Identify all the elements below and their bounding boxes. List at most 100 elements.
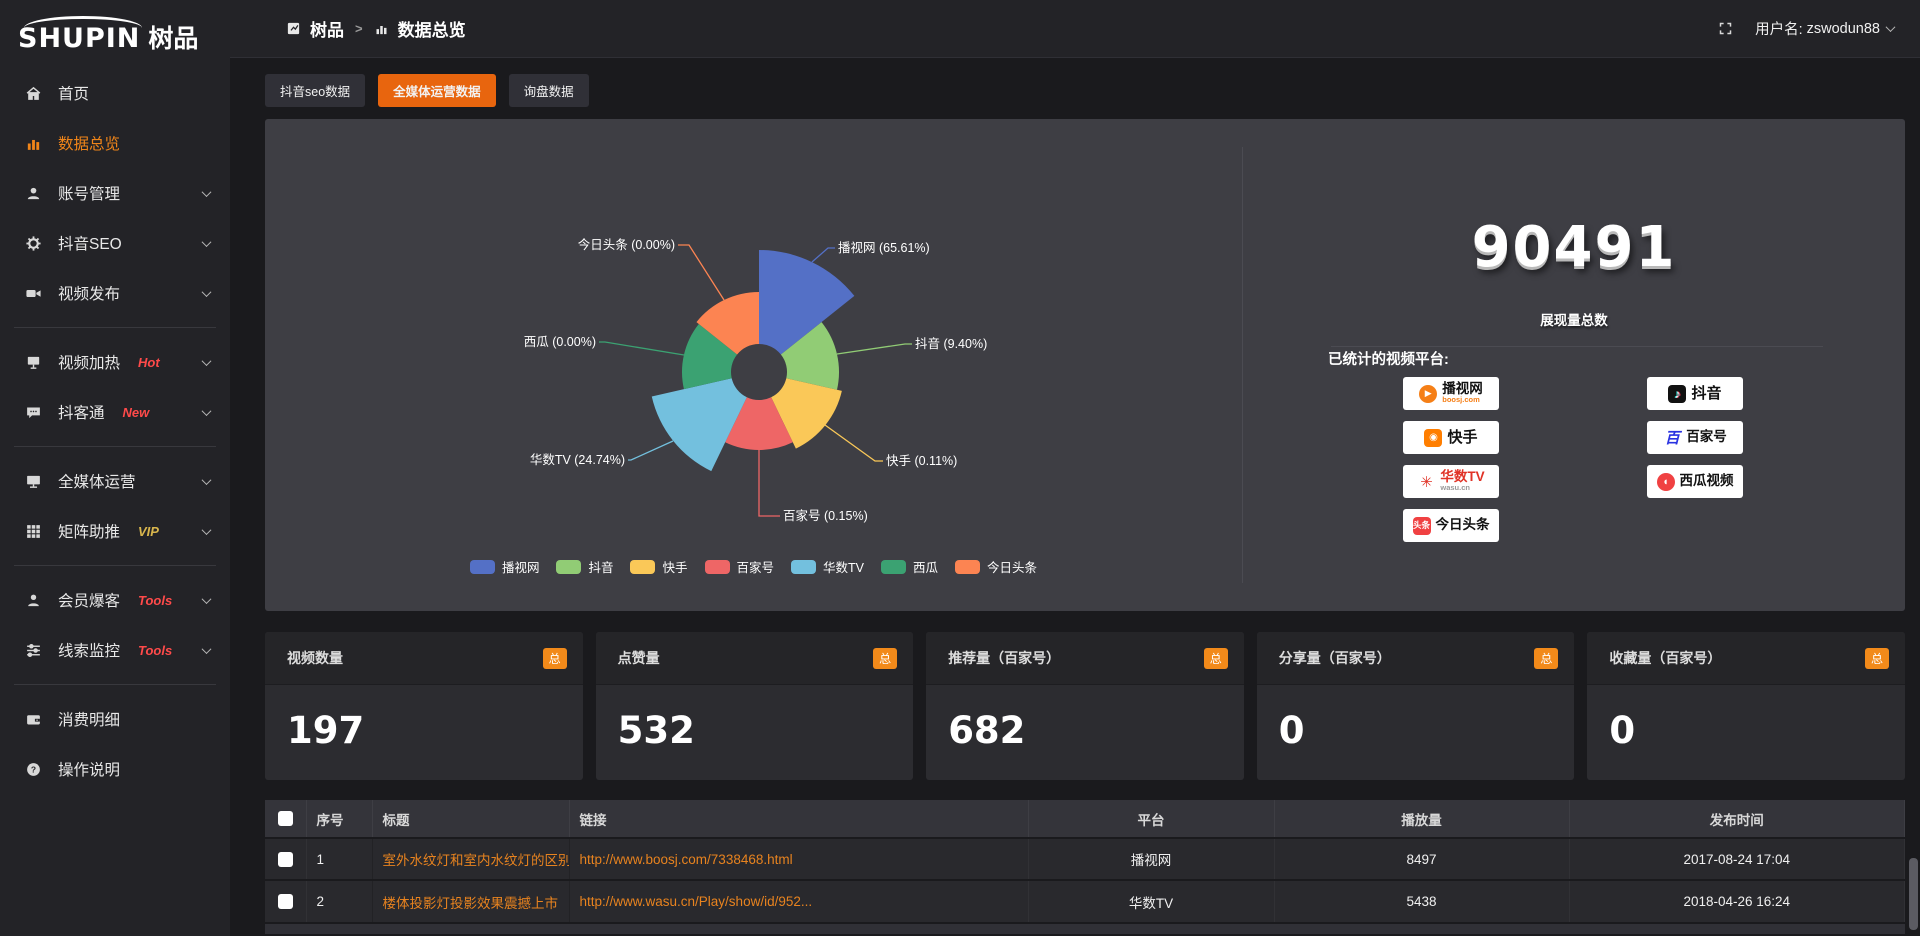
tab-inquiry-data[interactable]: 询盘数据 xyxy=(508,74,589,107)
sidebar-item-label: 视频发布 xyxy=(58,286,121,303)
sidebar-divider xyxy=(14,446,216,447)
platform-badge-boosj: ▶ 播视网 boosj.com xyxy=(1403,377,1499,410)
sidebar-item-lead-monitor[interactable]: 线索监控 Tools xyxy=(0,625,230,675)
pie-sector-4[interactable] xyxy=(725,397,793,451)
sidebar-item-video-heating[interactable]: 视频加热 Hot xyxy=(0,337,230,387)
chat-bubble-icon xyxy=(24,403,42,421)
xigua-logo-icon: ◖ xyxy=(1656,472,1675,491)
card-title: 收藏量（百家号） xyxy=(1609,650,1722,666)
sidebar-item-help[interactable]: ? 操作说明 xyxy=(0,744,230,794)
stat-card-likes: 点赞量 总 532 xyxy=(595,632,914,780)
total-badge[interactable]: 总 xyxy=(873,647,898,669)
legend-label: 华数TV xyxy=(823,561,864,575)
platform-badge-xigua: ◖ 西瓜视频 xyxy=(1647,465,1743,498)
boosj-logo-icon: ▶ xyxy=(1419,384,1438,403)
legend-swatch xyxy=(469,559,495,574)
platform-badge-douyin: ♪ 抖音 xyxy=(1647,377,1743,410)
sidebar-item-label: 抖音SEO xyxy=(58,236,122,253)
sidebar-item-label: 视频加热 xyxy=(58,355,121,372)
legend-item[interactable]: 抖音 xyxy=(556,557,613,576)
page-scrollbar[interactable] xyxy=(1909,58,1918,936)
pie-label: 快手 (0.11%) xyxy=(886,454,957,468)
sidebar-item-video-publish[interactable]: 视频发布 xyxy=(0,268,230,318)
legend-item[interactable]: 百家号 xyxy=(704,557,774,576)
username: zswodun88 xyxy=(1806,20,1880,37)
vip-tag: VIP xyxy=(138,523,159,539)
sidebar-item-omnimedia[interactable]: 全媒体运营 xyxy=(0,456,230,506)
total-badge[interactable]: 总 xyxy=(1534,647,1559,669)
platform-badge-baijiahao: 百 百家号 xyxy=(1647,421,1743,454)
legend-item[interactable]: 华数TV xyxy=(791,557,864,576)
sidebar-item-doketong[interactable]: 抖客通 New xyxy=(0,387,230,437)
cell-url-link[interactable]: http://www.boosj.com/7338468.html xyxy=(569,837,1029,880)
cell-title-link[interactable]: 室外水纹灯和室内水纹灯的区别和简介 xyxy=(372,837,570,880)
cell-platform: 播视网 xyxy=(1028,837,1275,880)
cell-title-link[interactable]: 楼体投影灯投影效果震撼上市 xyxy=(372,879,570,922)
legend-item[interactable]: 今日头条 xyxy=(955,557,1037,576)
person-icon xyxy=(24,591,42,609)
legend-label: 今日头条 xyxy=(987,561,1038,575)
legend-swatch xyxy=(630,559,656,574)
sidebar-item-home[interactable]: 首页 xyxy=(0,68,230,118)
sidebar-item-matrix-boost[interactable]: 矩阵助推 VIP xyxy=(0,506,230,556)
legend-item[interactable]: 西瓜 xyxy=(881,557,938,576)
tab-douyin-seo-data[interactable]: 抖音seo数据 xyxy=(265,74,366,107)
chevron-down-icon xyxy=(201,643,212,654)
col-plays: 播放量 xyxy=(1274,800,1570,838)
stat-card-shares: 分享量（百家号） 总 0 xyxy=(1256,632,1575,780)
sidebar-item-data-overview[interactable]: 数据总览 xyxy=(0,118,230,168)
sidebar-item-douyin-seo[interactable]: 抖音SEO xyxy=(0,218,230,268)
sidebar-item-account[interactable]: 账号管理 xyxy=(0,168,230,218)
logo-text-en: SHUPIN xyxy=(18,16,142,52)
stat-cards: 视频数量 总 197 点赞量 总 532 推荐量（百家号） 总 682 分享量（百家号… xyxy=(265,632,1905,780)
col-platform: 平台 xyxy=(1028,800,1275,838)
cell-platform: 华数TV xyxy=(1028,879,1275,922)
select-all-checkbox[interactable] xyxy=(277,811,293,827)
platform-share-pie-chart[interactable]: 播视网 (65.61%) 抖音 (9.40%) 快手 (0.11%) 百家号 (0.1… xyxy=(265,119,1242,611)
card-value: 197 xyxy=(287,709,365,752)
legend-label: 快手 xyxy=(662,561,688,575)
username-prefix: 用户名: xyxy=(1755,22,1803,38)
chart-legend: 播视网 抖音 快手 百家号 华数TV 西瓜 今日头条 xyxy=(265,557,1242,576)
legend-label: 抖音 xyxy=(588,561,614,575)
pie-label: 华数TV (24.74%) xyxy=(530,452,625,467)
pie-sector-3[interactable] xyxy=(771,378,842,449)
sidebar-item-label: 操作说明 xyxy=(58,762,121,779)
pie-sector-7[interactable] xyxy=(696,292,759,355)
sidebar-item-member-baoke[interactable]: 会员爆客 Tools xyxy=(0,575,230,625)
sidebar-item-label: 消费明细 xyxy=(58,712,121,729)
breadcrumb-home[interactable]: 树品 xyxy=(310,21,344,40)
fullscreen-icon[interactable] xyxy=(1718,21,1733,36)
videos-table: 序号 标题 链接 平台 播放量 发布时间 1 室外水纹灯和室内水纹灯的区别和简介… xyxy=(265,800,1905,922)
pie-label-line xyxy=(811,247,835,263)
legend-swatch xyxy=(791,559,817,574)
app-logo[interactable]: SHUPIN 树品 xyxy=(18,6,230,52)
total-badge[interactable]: 总 xyxy=(542,647,567,669)
col-link: 链接 xyxy=(569,800,1029,838)
tab-omnimedia-data[interactable]: 全媒体运营数据 xyxy=(378,74,496,107)
new-tag: New xyxy=(122,404,150,420)
row-checkbox[interactable] xyxy=(277,894,293,910)
row-checkbox[interactable] xyxy=(277,851,293,867)
sidebar-item-spend-details[interactable]: 消费明细 xyxy=(0,694,230,744)
main-content: 抖音seo数据 全媒体运营数据 询盘数据 播视网 (65.61%) 抖音 (9.4… xyxy=(230,58,1920,936)
pie-sector-1[interactable] xyxy=(759,250,855,355)
total-badge[interactable]: 总 xyxy=(1203,647,1228,669)
total-badge[interactable]: 总 xyxy=(1864,647,1889,669)
chevron-down-icon xyxy=(201,474,212,485)
pie-sector-2[interactable] xyxy=(780,322,839,390)
stat-card-video-count: 视频数量 总 197 xyxy=(265,632,583,780)
cell-index: 2 xyxy=(306,879,373,922)
user-icon xyxy=(24,184,42,202)
scrollbar-thumb[interactable] xyxy=(1909,858,1918,930)
legend-item[interactable]: 快手 xyxy=(630,557,688,576)
col-title: 标题 xyxy=(372,800,570,838)
total-impressions-label: 展现量总数 xyxy=(1540,313,1608,328)
pie-sector-6[interactable] xyxy=(682,323,738,390)
user-menu[interactable]: 用户名: zswodun88 xyxy=(1755,18,1896,39)
cell-url-link[interactable]: http://www.wasu.cn/Play/show/id/952... xyxy=(569,879,1029,922)
pie-label-line xyxy=(836,343,912,355)
chevron-down-icon xyxy=(201,524,212,535)
legend-item[interactable]: 播视网 xyxy=(469,557,539,576)
pie-sector-5[interactable] xyxy=(651,378,747,472)
